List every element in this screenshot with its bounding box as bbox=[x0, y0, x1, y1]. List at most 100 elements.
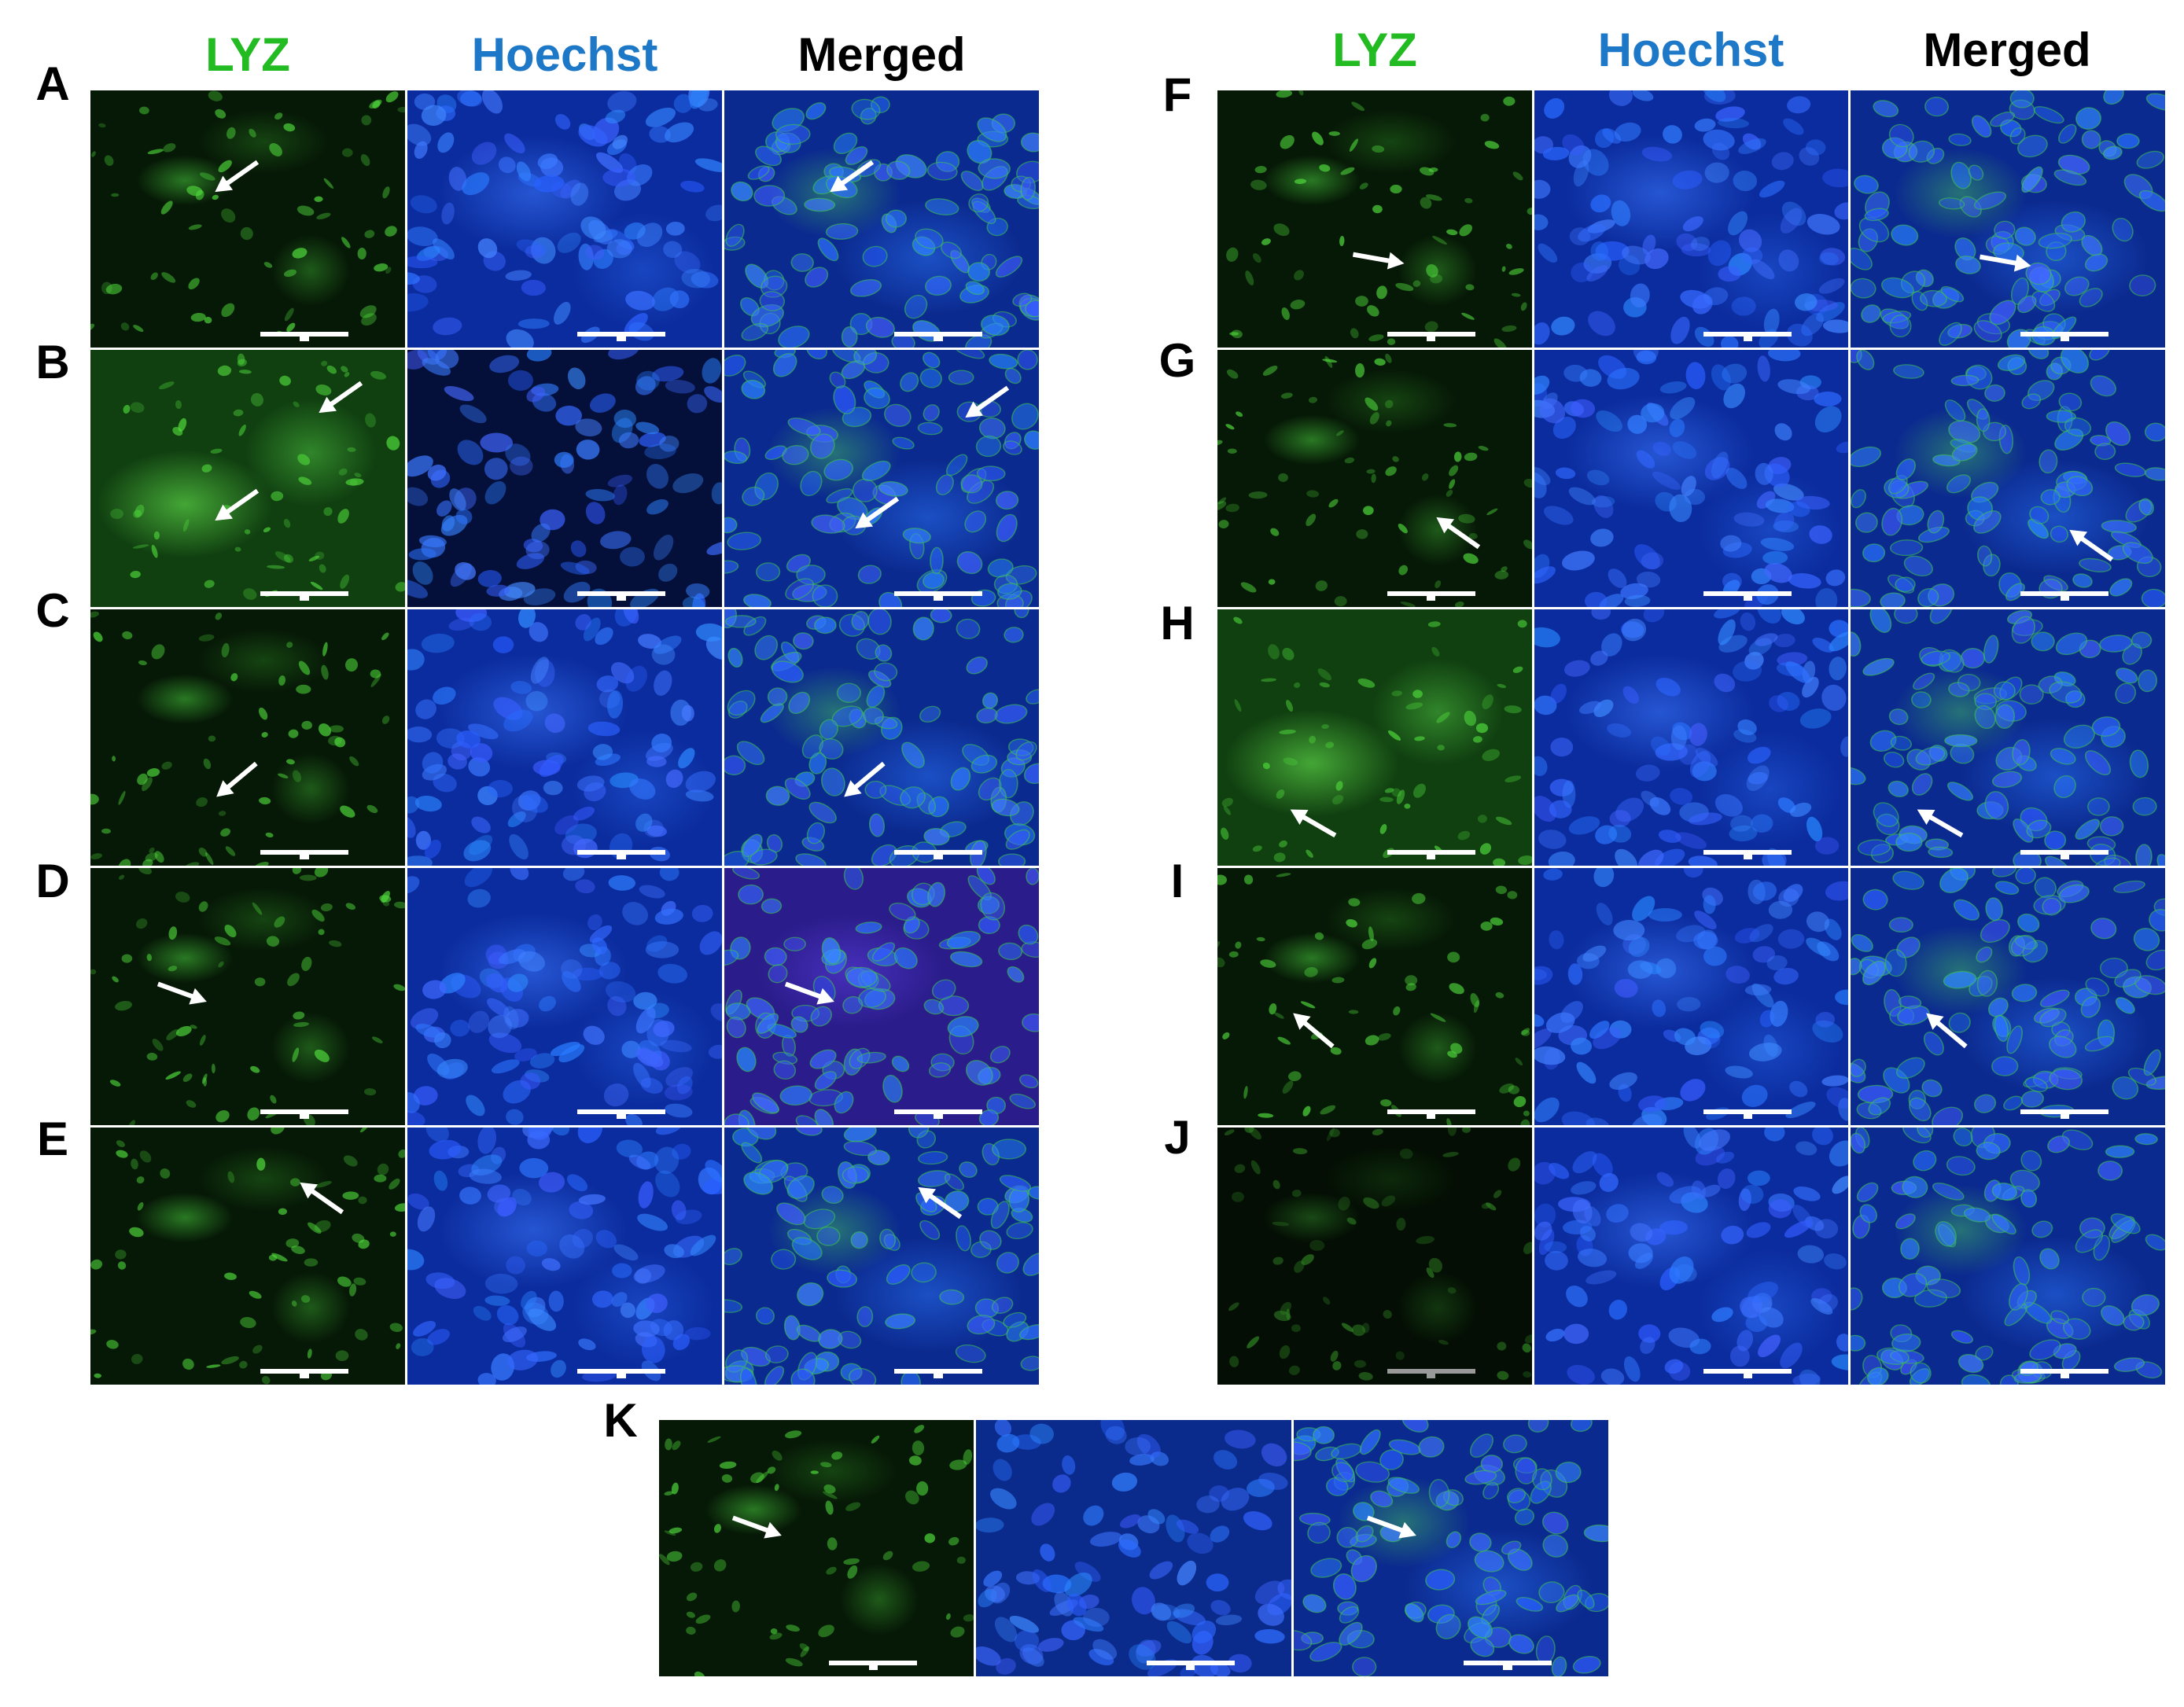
arrow-indicator bbox=[1286, 802, 1342, 844]
cell-texture bbox=[659, 1425, 974, 1676]
cell-texture bbox=[724, 609, 1039, 866]
scale-bar bbox=[577, 1368, 665, 1378]
scale-bar bbox=[1703, 1368, 1792, 1378]
cell-texture bbox=[724, 349, 1039, 607]
image-b-lyz bbox=[90, 349, 405, 607]
scale-bar bbox=[1387, 1109, 1475, 1120]
image-j-merged bbox=[1851, 1128, 2165, 1385]
image-e-lyz bbox=[90, 1128, 405, 1385]
cell-texture bbox=[90, 868, 405, 1126]
scale-bar bbox=[894, 331, 982, 341]
scale-bar bbox=[577, 1109, 665, 1120]
image-b-merged bbox=[724, 349, 1039, 607]
scale-bar bbox=[1387, 590, 1475, 601]
scale-bar bbox=[1146, 1661, 1235, 1670]
cell-texture bbox=[1224, 1128, 1532, 1381]
arrow-indicator bbox=[727, 1509, 784, 1544]
arrow-indicator bbox=[152, 975, 209, 1010]
cell-texture bbox=[1534, 1128, 1849, 1385]
label-d: D bbox=[35, 855, 70, 907]
arrow-indicator bbox=[314, 374, 369, 420]
scale-bar bbox=[577, 331, 665, 341]
arrow-indicator bbox=[2064, 523, 2120, 568]
header-merged-right: Merged bbox=[1923, 24, 2091, 76]
image-g-merged bbox=[1851, 349, 2165, 607]
scale-bar bbox=[894, 850, 982, 860]
scale-bar bbox=[260, 1368, 348, 1378]
image-e-hoechst bbox=[407, 1128, 722, 1385]
cell-texture bbox=[90, 611, 390, 866]
scale-bar bbox=[1463, 1661, 1552, 1670]
label-a: A bbox=[35, 57, 70, 110]
scale-bar bbox=[1387, 1368, 1475, 1378]
label-b: B bbox=[35, 336, 70, 388]
cell-texture bbox=[407, 1128, 722, 1385]
arrow-indicator bbox=[1431, 510, 1486, 556]
arrow-indicator bbox=[1921, 1007, 1974, 1056]
image-f-hoechst bbox=[1534, 90, 1849, 348]
scale-bar bbox=[2020, 331, 2109, 341]
image-h-lyz bbox=[1217, 609, 1532, 866]
header-lyz-right: LYZ bbox=[1332, 24, 1417, 76]
cell-texture bbox=[1534, 609, 1849, 866]
image-i-lyz bbox=[1217, 868, 1532, 1126]
scale-bar bbox=[1703, 850, 1792, 860]
scale-bar bbox=[260, 331, 348, 341]
scale-bar bbox=[829, 1661, 918, 1670]
scale-bar bbox=[894, 590, 982, 601]
cell-texture bbox=[110, 353, 405, 600]
header-hoechst-left: Hoechst bbox=[471, 28, 658, 81]
arrow-indicator bbox=[838, 756, 892, 804]
image-d-lyz bbox=[90, 868, 405, 1126]
scale-bar bbox=[260, 590, 348, 601]
scale-bar bbox=[1703, 331, 1792, 341]
scale-bar bbox=[260, 1109, 348, 1120]
cell-texture bbox=[724, 1128, 1039, 1385]
scale-bar bbox=[1387, 331, 1475, 341]
cell-texture bbox=[976, 1420, 1291, 1676]
scale-bar bbox=[1387, 850, 1475, 860]
arrow-indicator bbox=[850, 490, 905, 535]
image-i-hoechst bbox=[1534, 868, 1849, 1126]
cell-texture bbox=[1851, 349, 2165, 607]
cell-texture bbox=[1293, 1420, 1608, 1676]
image-a-hoechst bbox=[407, 90, 722, 348]
image-g-lyz bbox=[1217, 349, 1532, 607]
cell-texture bbox=[1534, 349, 1849, 607]
image-g-hoechst bbox=[1534, 349, 1849, 607]
scale-bar bbox=[1703, 590, 1792, 601]
scale-bar bbox=[894, 1109, 982, 1120]
cell-texture bbox=[1221, 616, 1532, 866]
image-c-hoechst bbox=[407, 609, 722, 866]
cell-texture bbox=[1226, 90, 1532, 348]
image-a-lyz bbox=[90, 90, 405, 348]
header-hoechst-right: Hoechst bbox=[1597, 24, 1784, 76]
arrow-indicator bbox=[779, 975, 837, 1010]
scale-bar bbox=[894, 1368, 982, 1378]
cell-texture bbox=[1851, 1128, 2165, 1385]
cell-texture bbox=[1851, 90, 2165, 348]
arrow-indicator bbox=[1361, 1509, 1419, 1544]
cell-texture bbox=[1534, 868, 1849, 1126]
image-b-hoechst bbox=[407, 349, 722, 607]
image-k-hoechst bbox=[976, 1420, 1291, 1676]
scale-bar bbox=[260, 850, 348, 860]
scale-bar bbox=[577, 850, 665, 860]
cell-texture bbox=[1534, 90, 1849, 348]
scale-bar bbox=[2020, 1368, 2109, 1378]
label-k: K bbox=[603, 1394, 638, 1447]
arrow-indicator bbox=[210, 482, 265, 528]
label-j: J bbox=[1164, 1111, 1191, 1164]
image-k-merged bbox=[1293, 1420, 1608, 1676]
arrow-indicator bbox=[1287, 1007, 1341, 1056]
label-e: E bbox=[36, 1113, 69, 1165]
scale-bar bbox=[2020, 850, 2109, 860]
image-d-merged bbox=[724, 868, 1039, 1126]
label-g: G bbox=[1158, 334, 1196, 387]
label-c: C bbox=[35, 584, 70, 637]
cell-texture bbox=[1217, 353, 1532, 607]
scale-bar bbox=[2020, 590, 2109, 601]
arrow-indicator bbox=[211, 756, 264, 804]
image-c-merged bbox=[724, 609, 1039, 866]
cell-texture bbox=[407, 868, 722, 1126]
